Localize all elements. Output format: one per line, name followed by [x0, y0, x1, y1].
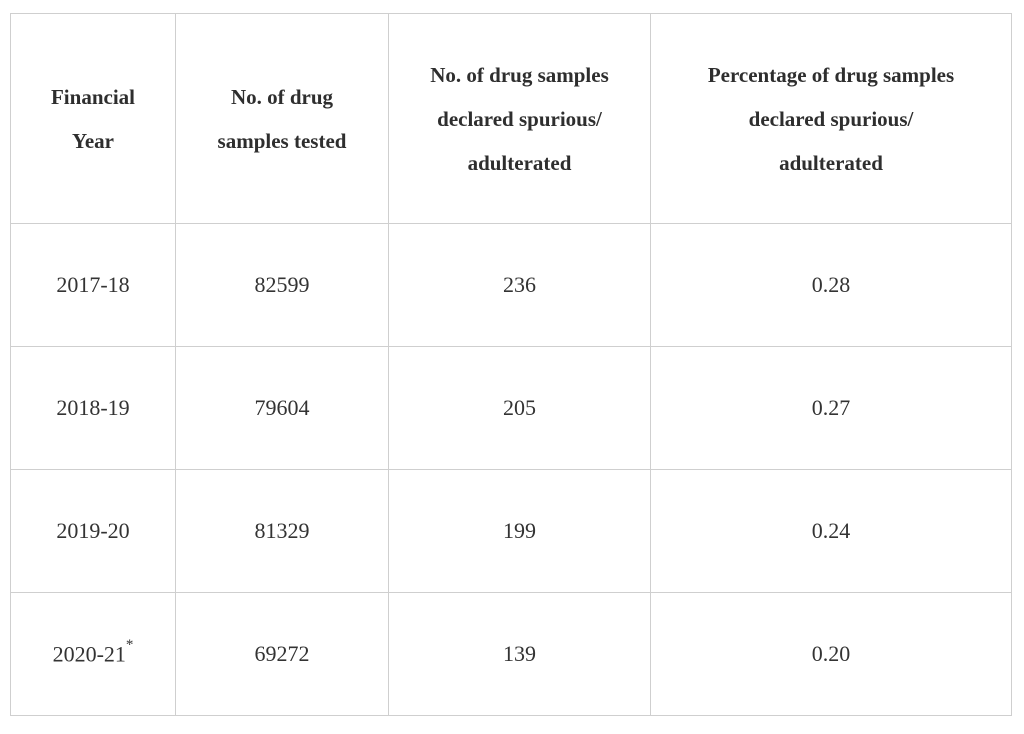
- header-text: Percentage of drug samples: [707, 62, 955, 87]
- table-cell: 69272: [175, 592, 389, 716]
- cell-text: 205: [503, 395, 536, 420]
- table-cell: 199: [388, 469, 651, 593]
- header-text: samples tested: [217, 128, 347, 153]
- cell-text: 139: [503, 641, 536, 666]
- cell-text: 2018-19: [56, 395, 130, 420]
- header-text: No. of drug: [230, 84, 334, 109]
- header-cell: Financial Year: [10, 13, 176, 224]
- cell-text: 0.20: [811, 641, 851, 666]
- header-text: adulterated: [467, 150, 572, 175]
- header-text: Financial: [50, 84, 135, 109]
- cell-text: 69272: [254, 641, 310, 666]
- header-text: Year: [72, 128, 114, 153]
- cell-text: 81329: [254, 518, 310, 543]
- table-cell: 0.20: [650, 592, 1012, 716]
- data-table: Financial Year No. of drug samples tested No…: [10, 13, 1012, 716]
- table-row: 2017-18 82599 236 0.28: [10, 223, 1012, 347]
- header-cell: No. of drug samples declared spurious/adu…: [388, 13, 651, 224]
- table-cell: 0.27: [650, 346, 1012, 470]
- header-cell: Percentage of drug samples declared spuri…: [650, 13, 1012, 224]
- header-text: declared spurious/: [437, 106, 602, 131]
- cell-text: 0.28: [811, 272, 851, 297]
- table-cell: 81329: [175, 469, 389, 593]
- header-text: declared spurious/: [748, 106, 914, 131]
- table-row: 2019-20 81329 199 0.24: [10, 469, 1012, 593]
- cell-text: 0.24: [811, 518, 851, 543]
- table-cell: 2018-19: [10, 346, 176, 470]
- cell-text: 79604: [254, 395, 310, 420]
- cell-text: 236: [503, 272, 536, 297]
- table-cell: 0.24: [650, 469, 1012, 593]
- table-cell: 2019-20: [10, 469, 176, 593]
- cell-text: 82599: [254, 272, 310, 297]
- footnote-mark: *: [125, 636, 134, 653]
- header-row: Financial Year No. of drug samples tested No…: [10, 13, 1012, 224]
- table-container: Financial Year No. of drug samples tested No…: [10, 13, 1012, 716]
- header-cell: No. of drug samples tested: [175, 13, 389, 224]
- cell-text: 199: [503, 518, 536, 543]
- table-cell: 205: [388, 346, 651, 470]
- table-cell: 2017-18: [10, 223, 176, 347]
- table-cell: 2020-21*: [10, 592, 176, 716]
- header-text: No. of drug samples: [430, 62, 609, 87]
- header-text: adulterated: [779, 150, 883, 175]
- table-cell: 0.28: [650, 223, 1012, 347]
- table-row: 2018-19 79604 205 0.27: [10, 346, 1012, 470]
- cell-text: 2020-21: [52, 641, 126, 667]
- cell-text: 0.27: [811, 395, 851, 420]
- table-cell: 79604: [175, 346, 389, 470]
- cell-text: 2019-20: [56, 518, 130, 543]
- table-cell: 236: [388, 223, 651, 347]
- table-body: 2017-18 82599 236 0.28 2018-19 79604 205 0.27 20…: [10, 223, 1012, 716]
- table-row: 2020-21* 69272 139 0.20: [10, 592, 1012, 716]
- cell-text: 2017-18: [56, 272, 130, 297]
- table-cell: 139: [388, 592, 651, 716]
- table-cell: 82599: [175, 223, 389, 347]
